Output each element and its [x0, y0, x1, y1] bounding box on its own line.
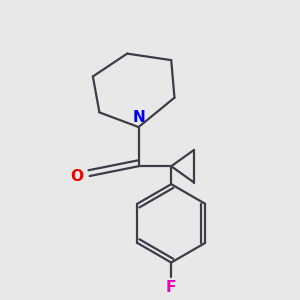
- Text: F: F: [166, 280, 176, 296]
- Text: N: N: [132, 110, 145, 125]
- Text: O: O: [70, 169, 83, 184]
